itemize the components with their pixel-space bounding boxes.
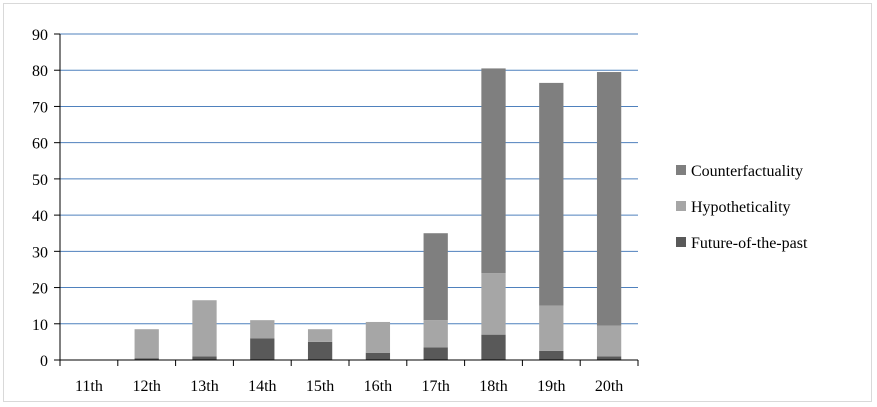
bar-hypotheticality-20th [596,325,622,357]
legend-swatch-future-of-the-past [676,237,686,247]
bar-future-of-the-past-20th [596,356,622,360]
bar-hypotheticality-17th [423,320,448,348]
bar-hypotheticality-19th [539,305,564,351]
bar-future-of-the-past-17th [423,347,448,360]
bar-counterfactuality-19th [539,82,564,306]
x-tick-label-14th: 14th [248,378,276,395]
y-tick-label: 80 [32,63,48,80]
bar-future-of-the-past-12th [134,358,159,360]
bars [134,68,622,360]
x-tick-label-13th: 13th [190,378,218,395]
bar-future-of-the-past-16th [365,352,391,360]
bar-future-of-the-past-15th [307,341,333,360]
bar-counterfactuality-20th [596,72,622,326]
bar-hypotheticality-12th [134,329,159,359]
y-tick-label: 20 [32,281,48,298]
y-tick-label: 0 [40,353,48,370]
legend-swatch-counterfactuality [676,165,686,175]
bar-hypotheticality-14th [250,320,275,339]
y-tick-label: 90 [32,27,48,44]
x-tick-label-15th: 15th [306,378,334,395]
y-tick-label: 10 [32,317,48,334]
bar-hypotheticality-15th [307,329,333,342]
x-tick-label-17th: 17th [421,378,449,395]
legend-swatch-hypotheticality [676,201,686,211]
legend: Counterfactuality Hypotheticality Future-o… [676,163,808,252]
bar-counterfactuality-17th [423,233,448,321]
y-tick-label: 50 [32,172,48,189]
bar-hypotheticality-18th [481,273,506,335]
y-axis-ticks: 0 10 20 30 40 50 60 70 80 90 [32,27,60,370]
legend-label-counterfactuality: Counterfactuality [691,163,803,180]
y-tick-label: 70 [32,99,48,116]
x-tick-label-19th: 19th [537,378,565,395]
x-tick-label-12th: 12th [132,378,160,395]
x-tick-label-16th: 16th [364,378,392,395]
y-tick-label: 40 [32,208,48,225]
y-tick-label: 30 [32,244,48,261]
bar-counterfactuality-18th [481,68,506,274]
bar-hypotheticality-16th [365,321,391,353]
x-tick-label-20th: 20th [595,378,623,395]
bar-future-of-the-past-13th [192,356,217,360]
legend-label-hypotheticality: Hypotheticality [691,199,791,216]
x-axis-ticks: 11th 12th 13th 14th 15th 16th 17th 18th 19th 20th [59,360,639,395]
y-tick-label: 60 [32,136,48,153]
legend-label-future-of-the-past: Future-of-the-past [691,235,808,252]
x-tick-label-18th: 18th [479,378,507,395]
bar-future-of-the-past-19th [539,350,564,360]
bar-hypotheticality-13th [192,300,217,357]
bar-future-of-the-past-18th [481,334,506,360]
bar-future-of-the-past-14th [250,338,275,360]
x-tick-label-11th: 11th [75,378,103,395]
